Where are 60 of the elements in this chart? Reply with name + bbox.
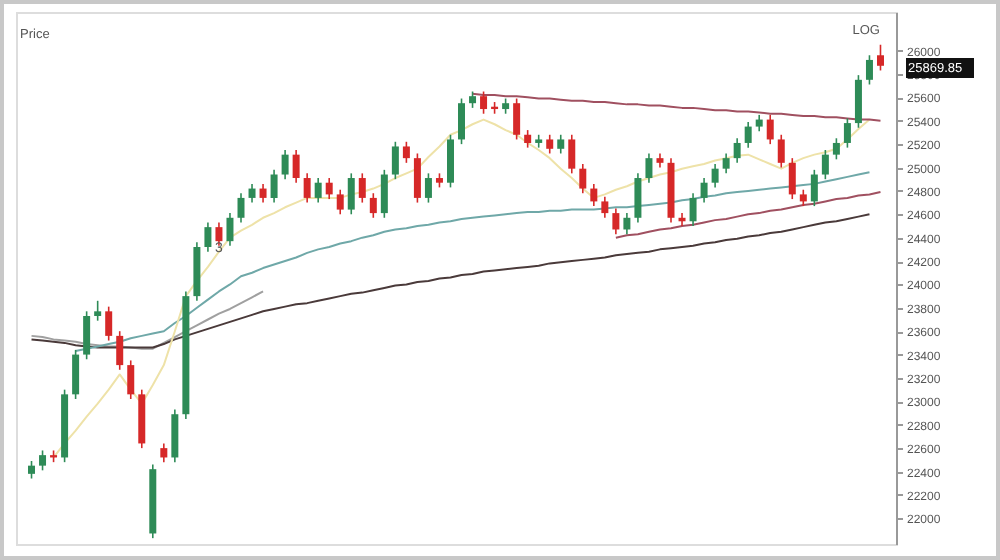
- candlestick: [777, 133, 785, 169]
- candlestick: [204, 221, 212, 253]
- candlestick: [369, 192, 377, 219]
- candlestick: [171, 408, 179, 463]
- candlestick: [160, 442, 168, 463]
- candlestick: [821, 149, 829, 180]
- candlestick: [402, 140, 410, 164]
- candlestick: [722, 152, 730, 175]
- candlestick: [226, 212, 234, 247]
- candlestick: [336, 188, 344, 216]
- candlestick: [744, 121, 752, 149]
- candlestick: [446, 133, 454, 189]
- candlestick: [314, 177, 322, 204]
- candlestick: [634, 172, 642, 224]
- candlestick: [700, 177, 708, 204]
- candlestick: [458, 97, 466, 145]
- candlestick: [39, 449, 47, 472]
- candlestick: [72, 349, 80, 400]
- candlestick: [843, 117, 851, 149]
- candlestick: [733, 137, 741, 164]
- candlestick: [832, 137, 840, 161]
- candlestick: [391, 140, 399, 180]
- candlestick: [645, 152, 653, 184]
- candlestick: [127, 359, 135, 400]
- candlestick: [876, 43, 884, 72]
- candlestick: [513, 97, 521, 141]
- candlestick: [116, 330, 124, 371]
- candlestick: [380, 169, 388, 219]
- candlestick: [612, 207, 620, 235]
- candlestick: [270, 169, 278, 204]
- candlestick: [413, 152, 421, 204]
- candlestick: [689, 192, 697, 227]
- candlestick: [601, 195, 609, 219]
- candlestick: [579, 163, 587, 195]
- candlestick: [248, 183, 256, 204]
- candlestick: [83, 310, 91, 361]
- candlestick: [766, 114, 774, 145]
- candlestick: [810, 169, 818, 207]
- candlestick: [854, 74, 862, 129]
- candlestick: [292, 149, 300, 184]
- candlestick: [711, 163, 719, 189]
- candlestick: [656, 152, 664, 169]
- candlestick: [557, 133, 565, 155]
- candlestick: [105, 305, 113, 342]
- candlestick: [546, 133, 554, 155]
- candlestick: [358, 172, 366, 204]
- candlestick: [623, 212, 631, 235]
- candlestick: [347, 172, 355, 216]
- candlestick: [424, 172, 432, 204]
- candlestick: [303, 172, 311, 204]
- candlestick: [325, 177, 333, 200]
- candlestick: [568, 133, 576, 175]
- candlestick: [94, 300, 102, 322]
- candlestick: [237, 192, 245, 224]
- candlestick: [590, 183, 598, 207]
- candlestick: [281, 149, 289, 180]
- candlestick: [259, 183, 267, 204]
- candlestick: [788, 157, 796, 200]
- candlestick: [480, 90, 488, 115]
- candlestick: [865, 54, 873, 86]
